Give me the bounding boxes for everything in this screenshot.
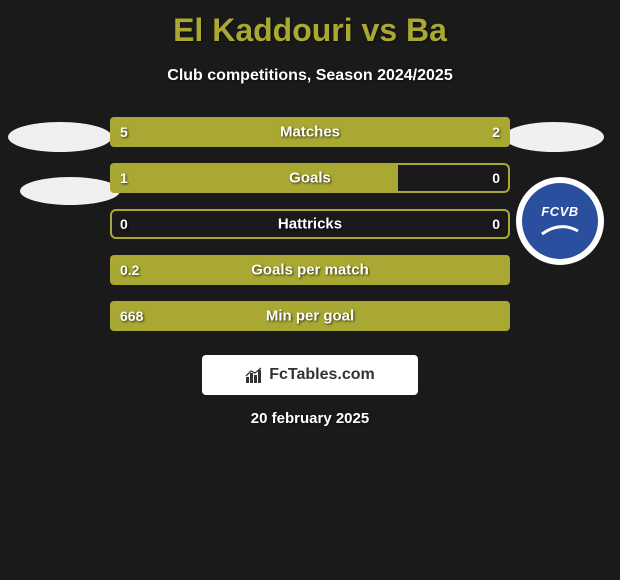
subtitle: Club competitions, Season 2024/2025 (0, 67, 620, 85)
stat-label: Goals per match (251, 262, 369, 279)
stat-label: Min per goal (266, 308, 354, 325)
stat-value-right: 0 (492, 170, 500, 186)
bar-left (110, 163, 398, 193)
stats-area: 5 Matches 2 1 Goals 0 0 Hattricks (0, 117, 620, 331)
stat-row-hattricks: 0 Hattricks 0 (0, 209, 620, 239)
page-title: El Kaddouri vs Ba (0, 0, 620, 49)
bar-right (370, 117, 510, 147)
chart-icon (245, 366, 263, 384)
stat-value-right: 2 (492, 124, 500, 140)
stat-label: Hattricks (278, 216, 342, 233)
stat-value-right: 0 (492, 216, 500, 232)
bar-container: 0.2 Goals per match (110, 255, 510, 285)
watermark: FcTables.com (202, 355, 418, 395)
bar-container: 0 Hattricks 0 (110, 209, 510, 239)
bar-container: 5 Matches 2 (110, 117, 510, 147)
comparison-widget: El Kaddouri vs Ba Club competitions, Sea… (0, 0, 620, 580)
stat-label: Matches (280, 124, 340, 141)
watermark-text: FcTables.com (269, 366, 375, 384)
stat-value-left: 668 (120, 308, 143, 324)
stat-label: Goals (289, 170, 331, 187)
stat-value-left: 0.2 (120, 262, 139, 278)
stat-row-goals-per-match: 0.2 Goals per match (0, 255, 620, 285)
stat-row-min-per-goal: 668 Min per goal (0, 301, 620, 331)
stat-value-left: 0 (120, 216, 128, 232)
bar-container: 1 Goals 0 (110, 163, 510, 193)
stat-value-left: 5 (120, 124, 128, 140)
date-text: 20 february 2025 (251, 410, 369, 427)
stat-row-goals: 1 Goals 0 (0, 163, 620, 193)
stat-value-left: 1 (120, 170, 128, 186)
bar-container: 668 Min per goal (110, 301, 510, 331)
stat-row-matches: 5 Matches 2 (0, 117, 620, 147)
